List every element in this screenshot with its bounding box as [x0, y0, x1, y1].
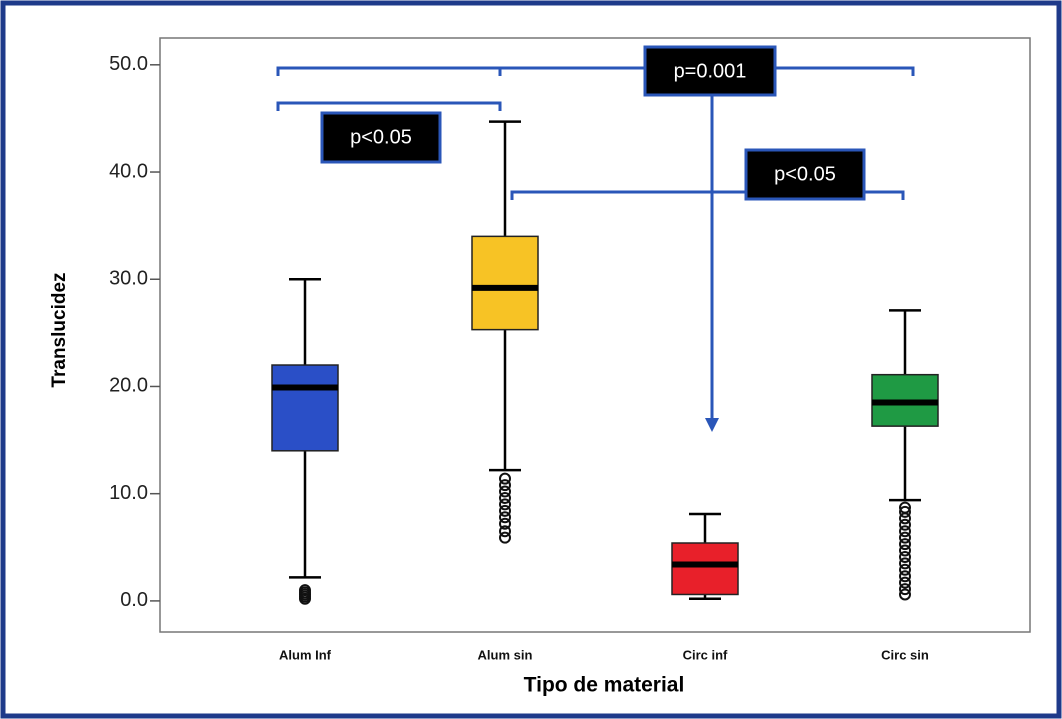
x-tick-label: Alum Inf	[279, 647, 332, 662]
annotation-box	[643, 45, 777, 97]
y-tick-label: 30.0	[109, 268, 148, 290]
x-axis-label: Tipo de material	[524, 674, 685, 697]
outlier	[899, 563, 911, 576]
bracket	[510, 190, 905, 200]
outlier	[499, 498, 511, 511]
outlier	[899, 588, 911, 601]
y-tick-label: 50.0	[109, 53, 148, 75]
outlier	[899, 531, 911, 544]
y-tick-label: 10.0	[109, 482, 148, 504]
outlier	[899, 557, 911, 570]
outlier	[899, 576, 911, 589]
x-tick-label: Circ inf	[683, 647, 728, 662]
arrow-head	[705, 418, 719, 432]
plot-frame	[159, 37, 1031, 633]
annotation: p=0.001	[674, 60, 747, 82]
outlier	[499, 491, 511, 504]
box	[471, 235, 539, 331]
box	[671, 542, 739, 596]
outlier	[899, 550, 911, 563]
outlier	[499, 517, 511, 530]
outlier	[899, 501, 911, 514]
outlier	[499, 504, 511, 517]
outlier	[899, 583, 911, 596]
y-tick-label: 0.0	[120, 589, 148, 611]
outlier	[899, 570, 911, 583]
y-axis-label: Translucidez	[49, 272, 70, 387]
outlier	[899, 518, 911, 531]
y-tick-label: 40.0	[109, 160, 148, 182]
annotation: p<0.05	[774, 163, 836, 185]
x-tick-label: Circ sin	[881, 647, 929, 662]
annotation-box	[744, 148, 866, 201]
outlier	[499, 511, 511, 524]
outlier	[299, 584, 311, 597]
x-tick-label: Alum sin	[478, 647, 533, 662]
outlier	[899, 525, 911, 538]
outlier	[899, 505, 911, 518]
bracket	[276, 66, 915, 76]
outlier	[499, 531, 511, 544]
outlier	[499, 479, 511, 492]
outlier	[499, 472, 511, 485]
bracket	[276, 101, 502, 111]
annotation: p<0.05	[350, 126, 412, 148]
outlier	[899, 538, 911, 551]
outlier	[499, 525, 511, 538]
box	[271, 364, 339, 452]
outlier	[499, 485, 511, 498]
y-tick-label: 20.0	[109, 375, 148, 397]
outlier	[899, 544, 911, 557]
annotation-box	[320, 111, 442, 164]
